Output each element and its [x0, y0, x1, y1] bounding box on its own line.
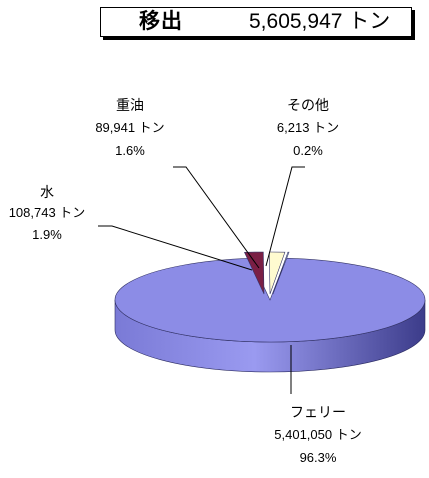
label-heavy-oil-percent: 1.6%: [115, 143, 145, 158]
pie-slice-water: [244, 251, 265, 295]
leader-line-other: [265, 166, 305, 267]
label-water-value: 108,743 トン: [8, 205, 86, 220]
label-water-name: 水: [40, 184, 54, 200]
chart-title-label: 移出: [139, 10, 183, 33]
pie-slice-ferry: [114, 257, 426, 343]
label-other-name: その他: [287, 97, 329, 113]
label-other-value: 6,213 トン: [276, 120, 340, 135]
leader-line-water: [98, 225, 253, 271]
leader-line-heavy-oil: [173, 166, 260, 269]
label-other-percent: 0.2%: [293, 143, 323, 158]
label-other: その他 6,213 トン 0.2%: [268, 96, 348, 160]
pie-slice-other: [272, 251, 290, 295]
label-water: 水 108,743 トン 1.9%: [0, 183, 94, 244]
label-ferry-name: フェリー: [290, 404, 346, 420]
label-ferry-value: 5,401,050 トン: [274, 427, 362, 442]
leader-lines: [98, 166, 305, 394]
label-heavy-oil-value: 89,941 トン: [95, 120, 165, 135]
pie-slices: [114, 251, 426, 373]
chart-title-box: 移出 5,605,947 トン: [100, 7, 412, 37]
label-ferry: フェリー 5,401,050 トン 96.3%: [263, 403, 373, 467]
chart-title-total: 5,605,947 トン: [249, 10, 391, 33]
label-heavy-oil: 重油 89,941 トン 1.6%: [90, 96, 170, 160]
label-water-percent: 1.9%: [32, 227, 62, 242]
label-heavy-oil-name: 重油: [116, 97, 144, 113]
label-ferry-percent: 96.3%: [299, 450, 337, 465]
